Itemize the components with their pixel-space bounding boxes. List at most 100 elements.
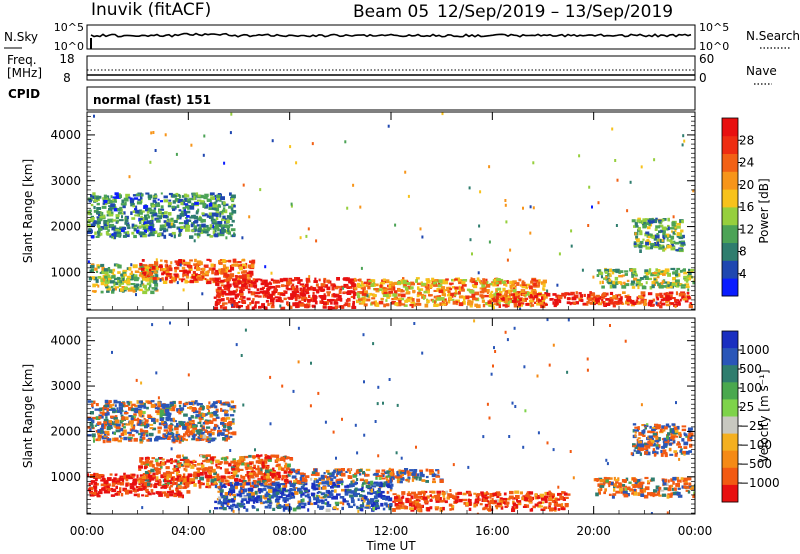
data-cell <box>318 286 323 291</box>
data-cell <box>156 219 161 223</box>
data-cell <box>365 468 371 472</box>
data-cell <box>659 229 665 233</box>
data-cell <box>326 503 332 508</box>
data-cell <box>304 288 309 291</box>
data-cell <box>164 271 167 275</box>
data-cell <box>360 508 364 512</box>
data-cell <box>93 198 99 202</box>
data-cell <box>651 284 655 289</box>
data-cell <box>299 472 304 475</box>
data-cell <box>617 293 622 297</box>
data-cell <box>235 288 239 292</box>
data-cell <box>508 293 511 297</box>
data-cell <box>557 295 563 300</box>
data-cell <box>364 506 370 509</box>
data-cell <box>381 477 386 480</box>
data-cell <box>361 283 365 287</box>
data-cell <box>503 283 507 286</box>
data-cell <box>681 293 686 297</box>
data-cell <box>362 288 365 292</box>
data-cell <box>181 463 184 467</box>
data-cell <box>373 503 377 508</box>
data-cell <box>538 299 542 303</box>
data-cell <box>207 474 213 479</box>
data-cell <box>631 275 635 278</box>
data-cell <box>242 263 246 267</box>
data-cell <box>587 224 590 227</box>
data-cell <box>208 267 214 271</box>
data-cell <box>332 284 337 288</box>
data-cell <box>352 300 355 304</box>
data-cell <box>254 490 258 495</box>
data-cell <box>327 306 332 309</box>
data-cell <box>681 143 684 147</box>
data-cell <box>156 476 159 480</box>
data-cell <box>139 264 144 268</box>
data-cell <box>121 286 125 289</box>
data-cell <box>485 278 488 282</box>
data-cell <box>215 400 220 403</box>
data-cell <box>199 429 203 432</box>
data-cell <box>666 237 669 242</box>
data-cell <box>301 505 306 509</box>
data-cell <box>454 289 458 293</box>
data-cell <box>199 412 204 417</box>
data-cell <box>124 416 129 420</box>
data-cell <box>165 416 170 421</box>
data-cell <box>631 219 636 223</box>
data-cell <box>119 427 124 432</box>
data-cell <box>381 279 386 284</box>
data-cell <box>662 234 665 239</box>
data-cell <box>178 209 182 212</box>
data-cell <box>201 292 204 296</box>
data-cell <box>626 299 632 302</box>
data-cell <box>264 283 269 287</box>
data-cell <box>335 306 338 309</box>
data-cell <box>673 221 676 225</box>
data-cell <box>288 278 292 283</box>
data-cell <box>161 403 166 408</box>
data-cell <box>277 487 282 491</box>
data-cell <box>213 225 219 229</box>
data-cell <box>268 506 272 509</box>
data-cell <box>172 478 176 481</box>
data-cell <box>621 285 627 289</box>
data-cell <box>313 496 318 501</box>
data-cell <box>249 462 253 465</box>
data-cell <box>352 303 355 307</box>
data-cell <box>629 180 632 184</box>
data-cell <box>215 459 220 463</box>
data-cell <box>173 494 177 498</box>
data-cell <box>391 282 395 287</box>
data-cell <box>182 458 186 461</box>
data-cell <box>168 233 173 236</box>
data-cell <box>657 269 661 273</box>
data-cell <box>191 433 196 438</box>
data-cell <box>206 405 210 410</box>
data-cell <box>632 268 637 271</box>
data-cell <box>142 266 147 270</box>
data-cell <box>226 215 232 219</box>
data-cell <box>681 243 686 246</box>
data-cell <box>357 279 360 282</box>
data-cell <box>205 230 209 234</box>
data-cell <box>166 490 171 494</box>
data-cell <box>307 227 310 231</box>
data-cell <box>113 282 116 287</box>
data-cell <box>166 476 170 481</box>
data-cell <box>273 487 277 491</box>
data-cell <box>683 139 686 143</box>
data-cell <box>608 280 613 285</box>
data-cell <box>357 300 362 303</box>
data-cell <box>112 268 116 272</box>
data-cell <box>524 294 527 297</box>
data-cell <box>213 222 218 225</box>
data-cell <box>248 264 251 267</box>
data-cell <box>131 287 134 292</box>
data-cell <box>101 205 107 209</box>
data-cell <box>425 480 429 483</box>
data-cell <box>200 462 204 466</box>
data-cell <box>140 280 144 285</box>
data-cell <box>311 142 314 146</box>
data-cell <box>275 481 280 484</box>
